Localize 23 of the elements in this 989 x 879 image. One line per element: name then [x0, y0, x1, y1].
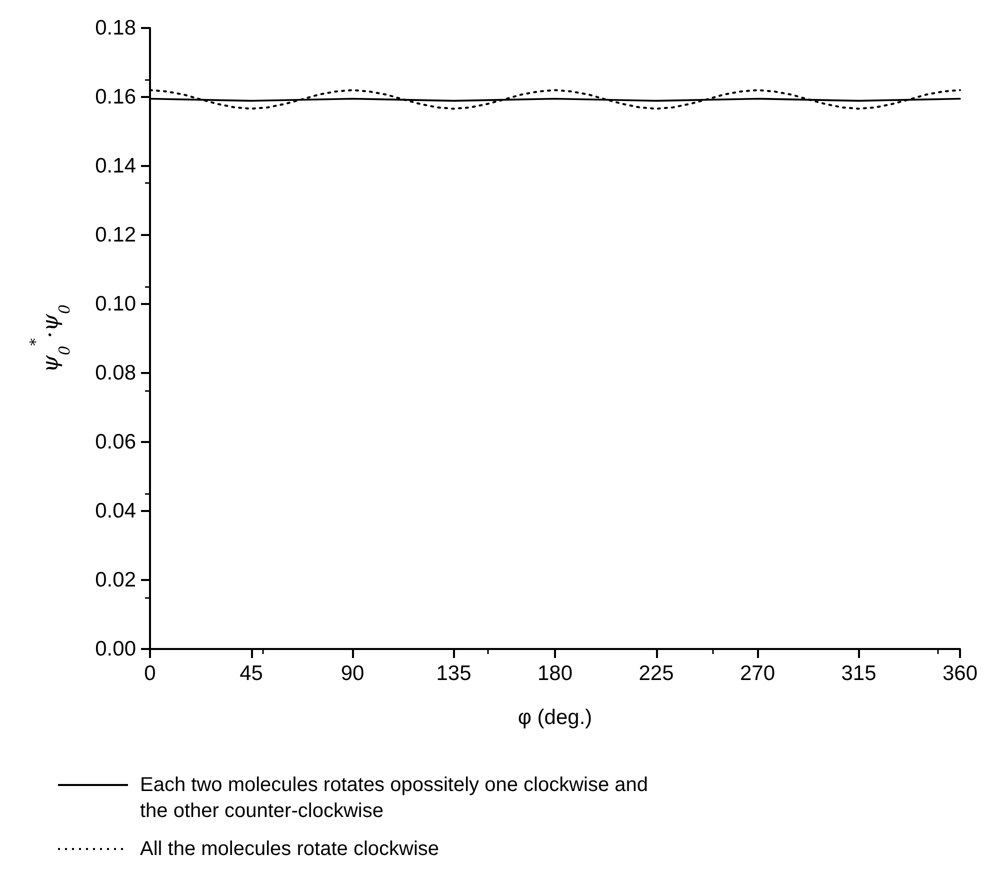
x-tick-label: 270: [740, 662, 776, 685]
y-tick-label: 0.04: [95, 500, 136, 522]
y-tick-label: 0.00: [95, 638, 136, 660]
x-tick-label: 0: [144, 662, 156, 685]
x-tick-label: 315: [841, 662, 876, 685]
x-axis-title: φ (deg.): [518, 706, 592, 729]
x-tick-label: 45: [240, 662, 263, 685]
x-tick-label: 360: [942, 662, 978, 685]
x-tick-label: 135: [436, 662, 472, 685]
y-tick-label: 0.12: [95, 224, 136, 246]
legend-label: All the molecules rotate clockwise: [140, 838, 440, 860]
y-tick-label: 0.06: [95, 430, 136, 454]
y-tick-label: 0.08: [95, 362, 136, 384]
x-tick-label: 225: [638, 662, 674, 685]
y-tick-label: 0.10: [95, 292, 136, 316]
y-tick-label: 0.18: [95, 16, 136, 40]
y-axis-title: ψ0*·ψ0: [26, 304, 74, 373]
legend-label: Each two molecules rotates opossitely one clockwise and the other counter-clockwise: [140, 774, 648, 822]
x-tick-label: 180: [537, 662, 573, 685]
y-tick-label: 0.16: [95, 86, 136, 108]
x-tick-label: 90: [340, 662, 364, 685]
y-tick-label: 0.14: [95, 154, 136, 178]
y-tick-label: 0.02: [95, 568, 136, 592]
